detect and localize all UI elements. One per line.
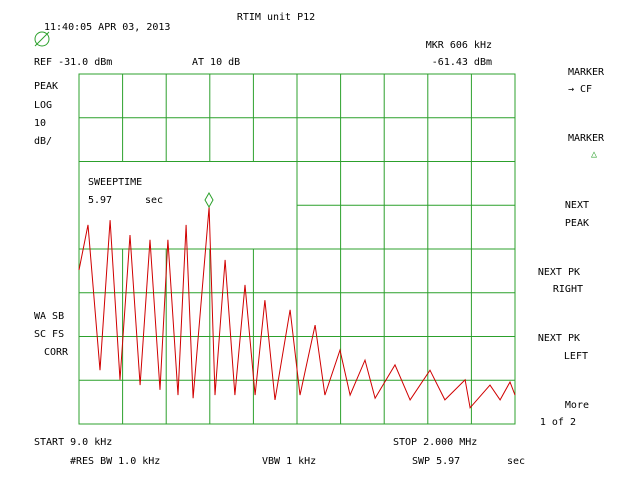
marker-level: -61.43 dBm: [432, 57, 492, 68]
softkey[interactable]: 1 of 2: [540, 417, 576, 428]
sweeptime-unit: sec: [145, 195, 163, 206]
title: RTIM unit P12: [237, 12, 315, 23]
softkey[interactable]: MARKER: [568, 133, 605, 144]
sweeptime-value: 5.97: [88, 195, 112, 206]
left-label: LOG: [34, 100, 52, 111]
left-label: 10: [34, 118, 46, 129]
attenuation: AT 10 dB: [192, 57, 240, 68]
ref-level: REF -31.0 dBm: [34, 57, 112, 68]
trace-line: [78, 206, 516, 409]
start-freq: START 9.0 kHz: [34, 437, 112, 448]
left-label: WA SB: [34, 311, 64, 322]
stop-freq: STOP 2.000 MHz: [393, 437, 477, 448]
softkey[interactable]: LEFT: [564, 351, 588, 362]
sweeptime-label: SWEEPTIME: [88, 177, 142, 188]
datetime: 11:40:05 APR 03, 2013: [44, 22, 170, 33]
left-label: CORR: [44, 347, 69, 358]
softkey[interactable]: △: [591, 149, 597, 160]
softkey[interactable]: → CF: [568, 84, 592, 95]
marker-diamond: [204, 191, 214, 209]
softkey[interactable]: NEXT: [565, 200, 589, 211]
trace: [78, 206, 516, 409]
left-label: dB/: [34, 136, 52, 147]
res-bw: #RES BW 1.0 kHz: [70, 456, 160, 467]
left-label: SC FS: [34, 329, 64, 340]
softkey[interactable]: NEXT PK: [538, 267, 580, 278]
sweep: SWP 5.97: [412, 456, 460, 467]
softkey[interactable]: More: [565, 400, 589, 411]
softkey[interactable]: NEXT PK: [538, 333, 580, 344]
softkey[interactable]: MARKER: [568, 67, 605, 78]
logo: [34, 31, 50, 47]
sweep-unit: sec: [507, 456, 525, 467]
marker-freq: MKR 606 kHz: [426, 40, 492, 51]
softkey[interactable]: RIGHT: [553, 284, 583, 295]
left-label: PEAK: [34, 81, 58, 92]
vbw: VBW 1 kHz: [262, 456, 316, 467]
softkey[interactable]: PEAK: [565, 218, 589, 229]
